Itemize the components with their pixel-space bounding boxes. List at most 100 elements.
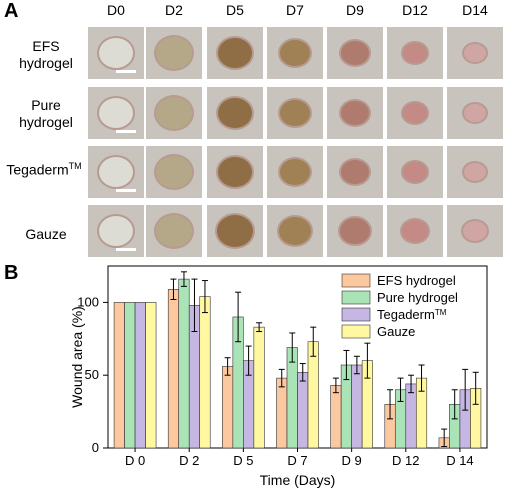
wound-spot	[99, 38, 133, 68]
wound-photo-tile	[447, 146, 503, 198]
wound-photo-tile	[88, 27, 144, 79]
day-header-d7: D7	[286, 2, 304, 18]
bar	[286, 347, 298, 449]
bar	[113, 302, 125, 449]
wound-photo-tile	[146, 146, 202, 198]
bar	[276, 377, 288, 449]
x-tick-label: D 0	[125, 453, 145, 468]
row-label-line: EFS	[32, 38, 60, 54]
row-label-efs-hydrogel: EFS hydrogel	[6, 38, 86, 72]
day-header-d14: D14	[462, 2, 488, 18]
bar	[134, 302, 146, 449]
row-label-line: Pure	[31, 97, 61, 113]
wound-photo-tile	[327, 146, 383, 198]
wound-photo-tile	[88, 146, 144, 198]
wound-spot	[279, 217, 311, 245]
wound-spot	[280, 100, 310, 126]
bar	[178, 278, 190, 449]
wound-photo-tile	[88, 87, 144, 139]
wound-photo-tile	[387, 87, 443, 139]
wound-spot	[464, 163, 486, 181]
panel-a-label: A	[4, 0, 19, 22]
wound-spot	[156, 156, 192, 188]
bar	[297, 371, 309, 449]
scale-bar	[116, 130, 136, 133]
wound-photo-tile	[267, 27, 323, 79]
wound-photo-tile	[327, 87, 383, 139]
day-header-d9: D9	[346, 2, 364, 18]
x-tick-label: D 2	[179, 453, 199, 468]
y-tick-label: 100	[77, 294, 99, 309]
scale-bar	[116, 248, 136, 251]
wound-photo-tile	[327, 205, 383, 257]
bar	[124, 302, 136, 449]
bar	[307, 341, 319, 449]
legend-swatch	[341, 307, 371, 322]
chart-bars	[113, 271, 482, 449]
wound-spot	[341, 41, 369, 65]
row-label-superscript: TM	[68, 161, 82, 171]
wound-spot	[402, 220, 428, 242]
x-tick-label: D 12	[392, 453, 419, 468]
wound-photo-tile	[267, 205, 323, 257]
x-tick-label: D 7	[287, 453, 307, 468]
row-label-line: hydrogel	[19, 114, 73, 130]
wound-area-chart: 0 50 100 D 0 D 2 D 5 D 7 D 9 D 12 D 14 Time (Days)…	[69, 265, 488, 488]
bar	[199, 296, 211, 449]
wound-photo-tile	[447, 27, 503, 79]
legend-label-superscript: TM	[435, 308, 447, 317]
wound-spot	[341, 160, 369, 184]
wound-photo-tile	[447, 87, 503, 139]
wound-photo-tile	[387, 27, 443, 79]
legend-label: EFS hydrogel	[377, 273, 456, 288]
day-header-d5: D5	[226, 2, 244, 18]
wound-spot	[99, 216, 133, 246]
legend-label: Pure hydrogel	[377, 290, 458, 305]
wound-spot	[463, 221, 487, 241]
bar	[405, 383, 417, 449]
wound-photo-tile	[207, 146, 263, 198]
wound-photo-tile	[387, 146, 443, 198]
day-header-d2: D2	[165, 2, 183, 18]
wound-photo-tile	[146, 27, 202, 79]
legend-label: Gauze	[377, 324, 415, 339]
wound-spot	[403, 162, 427, 182]
scale-bar	[116, 70, 136, 73]
bar	[167, 288, 180, 449]
wound-spot	[403, 43, 427, 63]
wound-spot	[156, 37, 192, 69]
scale-bar	[116, 189, 136, 192]
day-header-d0: D0	[107, 2, 125, 18]
wound-photo-tile	[447, 205, 503, 257]
wound-photo-tile	[207, 87, 263, 139]
row-label-pure-hydrogel: Pure hydrogel	[6, 97, 86, 131]
bar	[145, 302, 157, 449]
row-label-tegaderm: TegadermTM	[2, 158, 86, 179]
wound-spot	[340, 218, 370, 244]
y-axis-title: Wound area (%)	[69, 306, 85, 408]
bar	[222, 366, 234, 449]
wound-spot	[217, 215, 253, 247]
x-tick-label: D 9	[342, 453, 362, 468]
row-label-line: Tegaderm	[6, 161, 69, 178]
row-label-gauze: Gauze	[6, 226, 86, 243]
chart-axes: 0 50 100 D 0 D 2 D 5 D 7 D 9 D 12 D 14 Time (Days)…	[69, 265, 488, 488]
x-tick-label: D 5	[233, 453, 253, 468]
chart-legend: EFS hydrogel Pure hydrogel TegadermTM Gauze	[341, 273, 458, 339]
wound-spot	[156, 97, 192, 129]
legend-swatch	[341, 273, 371, 288]
wound-spot	[99, 98, 133, 128]
wound-photo-tile	[88, 205, 144, 257]
wound-spot	[341, 101, 369, 125]
wound-photo-tile	[146, 87, 202, 139]
wound-spot	[464, 104, 486, 122]
wound-spot	[156, 215, 192, 247]
x-axis-title: Time (Days)	[260, 472, 336, 488]
bar	[253, 326, 265, 449]
legend-label: TegadermTM	[377, 307, 447, 322]
wound-spot	[403, 103, 427, 123]
wound-spot	[218, 157, 252, 187]
y-tick-label: 0	[92, 440, 99, 455]
wound-spot	[464, 44, 486, 62]
wound-spot	[99, 157, 133, 187]
